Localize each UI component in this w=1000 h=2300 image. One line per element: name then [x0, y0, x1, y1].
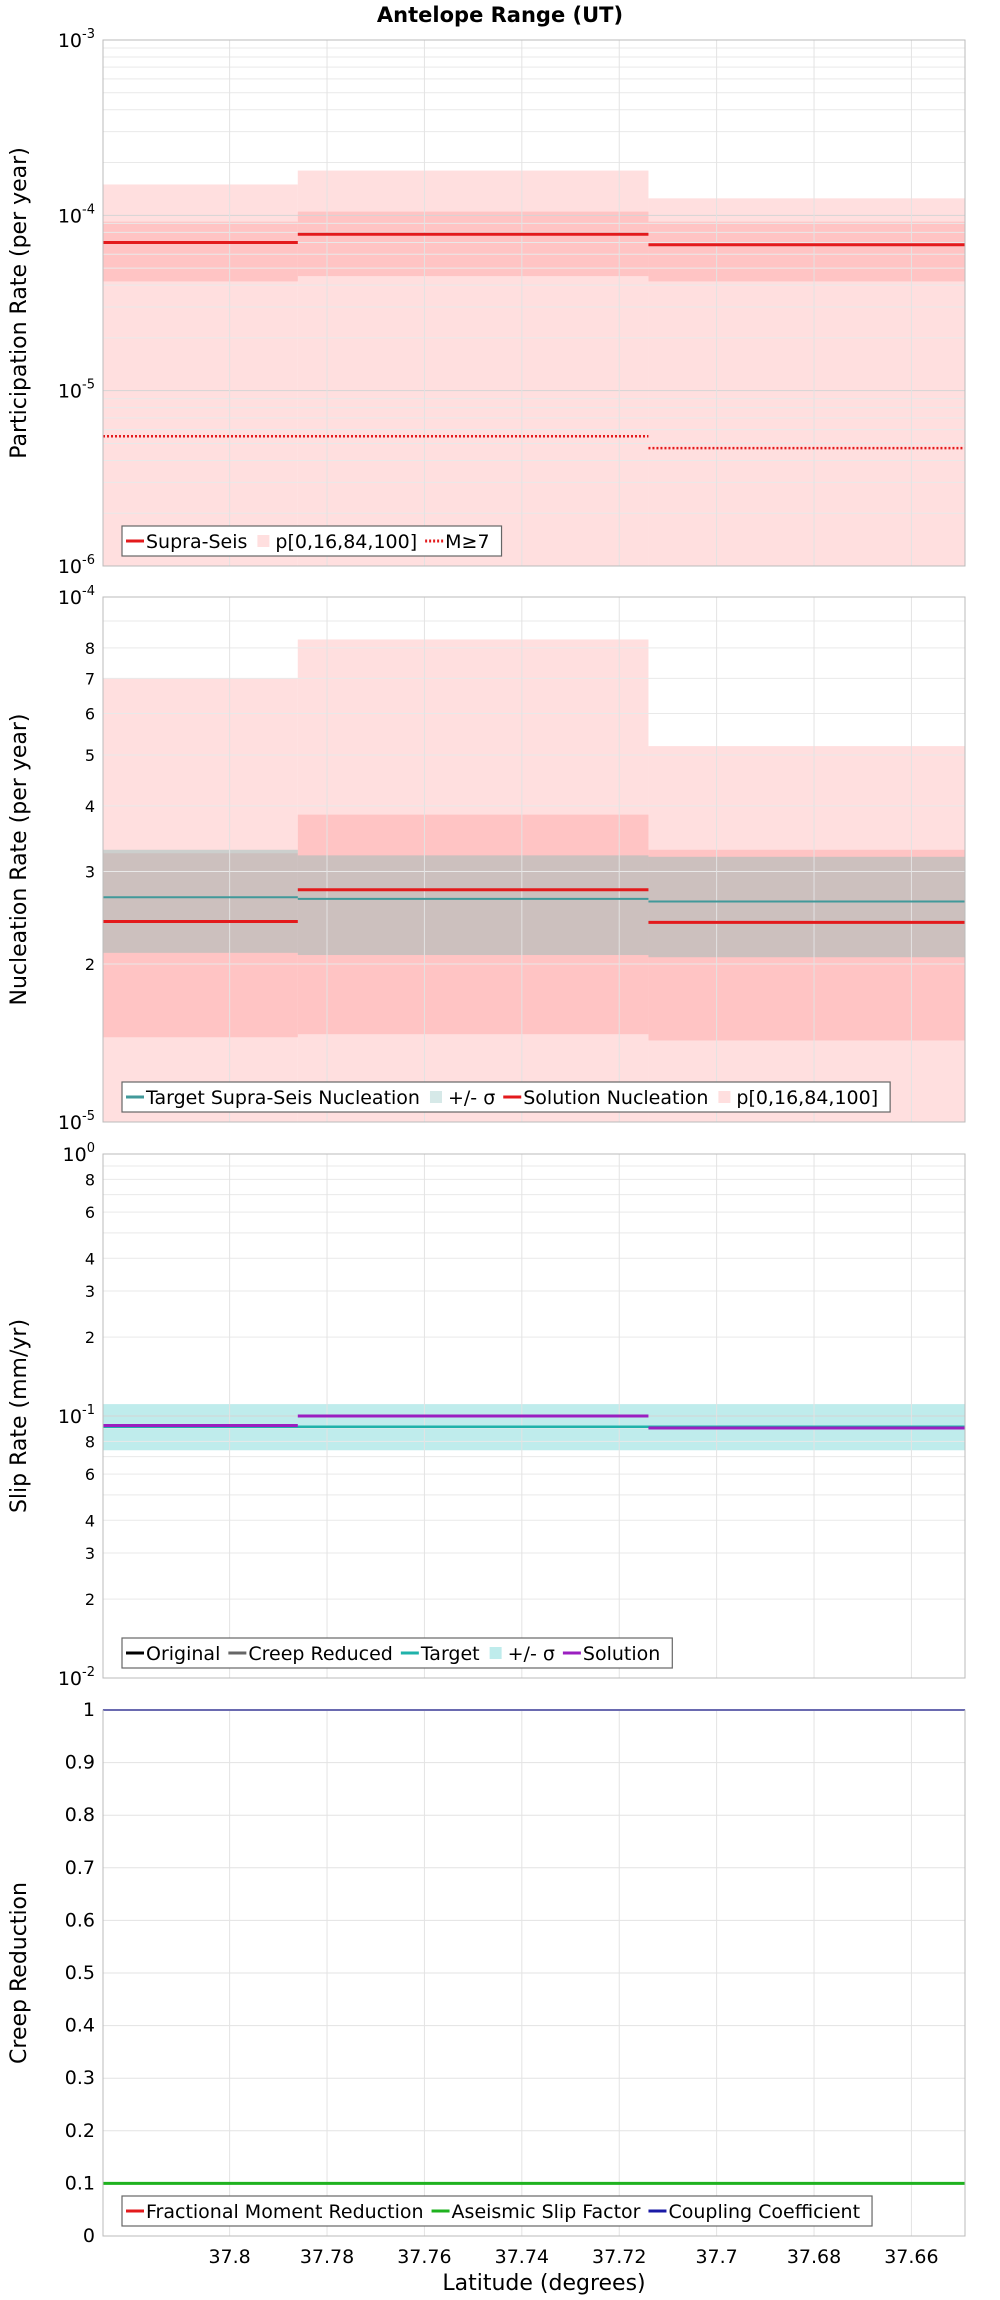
y-tick-label: 5 — [85, 746, 95, 765]
legend-label-2: M≥7 — [445, 531, 489, 553]
y-tick-label: 10-1 — [58, 1403, 95, 1428]
x-tick-label: 37.7 — [695, 2246, 737, 2268]
y-tick-label: 3 — [85, 1282, 95, 1301]
y-tick-label: 0.3 — [65, 2067, 95, 2089]
x-tick-label: 37.74 — [495, 2246, 549, 2268]
x-tick-label: 37.68 — [787, 2246, 841, 2268]
y-tick-label: 3 — [85, 1544, 95, 1563]
y-tick-label: 6 — [85, 704, 95, 723]
y-tick-label: 0.8 — [65, 1804, 95, 1826]
y-tick-label: 3 — [85, 863, 95, 882]
y-axis-label: Nucleation Rate (per year) — [7, 714, 32, 1006]
band-2-segment-2 — [648, 856, 965, 958]
legend-label-2: Solution Nucleation — [523, 1087, 708, 1109]
y-tick-label: 0.6 — [65, 1909, 95, 1931]
y-tick-label: 10-2 — [58, 1665, 95, 1690]
x-tick-label: 37.72 — [592, 2246, 646, 2268]
x-axis-label: Latitude (degrees) — [442, 2271, 645, 2296]
plot-frame — [102, 1153, 966, 1679]
y-tick-label: 8 — [85, 639, 95, 658]
band-1-segment-1 — [297, 211, 649, 277]
y-tick-label: 2 — [85, 955, 95, 974]
x-tick-label: 37.66 — [884, 2246, 938, 2268]
y-tick-label: 100 — [63, 1141, 95, 1166]
band-1-segment-2 — [648, 849, 965, 1041]
legend-label-3: +/- σ — [508, 1643, 555, 1665]
panel-2: 10-5 2 3 4 5 6 7 8 10-4 Nucleation Rate (per year… — [7, 584, 966, 1134]
y-axis-label: Slip Rate (mm/yr) — [7, 1319, 32, 1513]
legend-label-2: Target — [420, 1643, 480, 1665]
legend-marker-3 — [718, 1091, 731, 1103]
legend-label-0: Target Supra-Seis Nucleation — [145, 1087, 420, 1109]
panels: 10-6 10-5 10-4 10-3 Participation Rate (per … — [7, 27, 966, 2268]
legend-label-1: p[0,16,84,100] — [275, 531, 417, 553]
y-tick-label: 0.1 — [65, 2172, 95, 2194]
band-1-segment-0 — [103, 853, 298, 1038]
plot-frame — [102, 596, 966, 1123]
y-tick-label: 10-4 — [58, 584, 95, 609]
y-tick-label: 8 — [85, 1432, 95, 1451]
legend: Target Supra-Seis Nucleation +/- σ Solutio… — [121, 1081, 891, 1113]
y-tick-label: 0.7 — [65, 1857, 95, 1879]
band-2-segment-1 — [297, 855, 649, 956]
y-tick-label: 0.5 — [65, 1962, 95, 1984]
plot-frame — [102, 1709, 966, 2237]
legend-label-0: Supra-Seis — [146, 531, 247, 553]
y-tick-label: 10-3 — [58, 27, 95, 52]
y-axis-label: Participation Rate (per year) — [7, 147, 32, 459]
y-tick-label: 0.9 — [65, 1752, 95, 1774]
legend-label-2: Coupling Coefficient — [668, 2201, 860, 2223]
y-tick-label: 0.2 — [65, 2120, 95, 2142]
y-tick-label: 4 — [85, 1511, 95, 1530]
y-tick-label: 1 — [83, 1699, 95, 1721]
band-1-segment-2 — [648, 221, 965, 282]
y-tick-label: 0.4 — [65, 2015, 95, 2037]
legend-label-0: Original — [146, 1643, 220, 1665]
y-tick-label: 10-6 — [58, 553, 95, 578]
legend-label-3: p[0,16,84,100] — [736, 1087, 878, 1109]
panel-3: 10-2 2 3 4 6 8 10-1 2 3 4 6 8 100 Slip Rate (mm/yr) Or… — [7, 1141, 966, 1690]
panel-4: 0 0.1 0.2 0.3 0.4 0.5 0.6 0.7 0.8 0.9 1 Creep Reduc… — [7, 1699, 966, 2268]
x-tick-label: 37.78 — [300, 2246, 354, 2268]
y-tick-label: 6 — [85, 1465, 95, 1484]
legend: Supra-Seis p[0,16,84,100] M≥7 — [121, 525, 503, 557]
legend-marker-3 — [489, 1647, 502, 1659]
y-tick-label: 10-4 — [58, 202, 95, 227]
legend: Fractional Moment Reduction Aseismic Slip… — [121, 2195, 873, 2227]
band-1-segment-1 — [297, 814, 649, 1035]
y-tick-label: 10-5 — [58, 1109, 95, 1134]
band-2-segment-0 — [103, 849, 298, 953]
y-tick-label: 4 — [85, 797, 95, 816]
figure-title: Antelope Range (UT) — [377, 3, 623, 27]
legend-marker-1 — [429, 1091, 442, 1103]
y-tick-label: 7 — [85, 669, 95, 688]
legend-box — [121, 2195, 873, 2227]
legend: Original Creep Reduced Target +/- σ Solution — [121, 1637, 673, 1669]
legend-label-4: Solution — [583, 1643, 660, 1665]
y-tick-label: 2 — [85, 1328, 95, 1347]
band-1-segment-0 — [103, 221, 298, 282]
panel-1: 10-6 10-5 10-4 10-3 Participation Rate (per … — [7, 27, 966, 578]
legend-label-1: +/- σ — [448, 1087, 495, 1109]
y-tick-label: 6 — [85, 1203, 95, 1222]
legend-label-0: Fractional Moment Reduction — [146, 2201, 424, 2223]
legend-label-1: Aseismic Slip Factor — [452, 2201, 641, 2223]
y-tick-label: 2 — [85, 1590, 95, 1609]
legend-label-1: Creep Reduced — [248, 1643, 392, 1665]
legend-marker-1 — [257, 535, 270, 547]
x-tick-label: 37.8 — [208, 2246, 250, 2268]
y-axis-label: Creep Reduction — [7, 1882, 32, 2064]
y-tick-label: 8 — [85, 1170, 95, 1189]
plot-frame — [102, 39, 966, 567]
y-tick-label: 0 — [83, 2225, 95, 2247]
x-tick-label: 37.76 — [397, 2246, 451, 2268]
y-tick-label: 10-5 — [58, 378, 95, 403]
y-tick-label: 4 — [85, 1249, 95, 1268]
